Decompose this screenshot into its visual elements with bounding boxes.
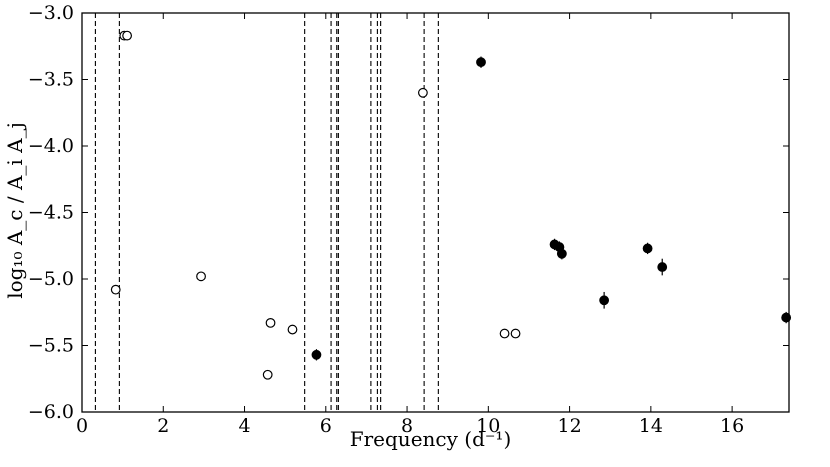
- open-data-point: [499, 328, 510, 339]
- x-tick-label: 8: [401, 415, 413, 437]
- x-tick-label: 16: [720, 415, 744, 437]
- filled-data-point: [311, 349, 322, 360]
- plot-frame: [81, 12, 790, 413]
- y-axis-label: log₁₀ A_c / A_i A_j: [3, 122, 27, 299]
- x-tick-label: 4: [238, 415, 250, 437]
- filled-data-point: [642, 243, 653, 254]
- y-tick-label: −6.0: [28, 401, 74, 423]
- x-tick-label: 14: [639, 415, 663, 437]
- x-tick-label: 6: [320, 415, 332, 437]
- y-tick-labels: −3.0 −3.5 −4.0 −4.5 −5.0 −5.5 −6.0: [28, 2, 74, 423]
- filled-data-point: [599, 295, 610, 306]
- x-tick-label: 10: [476, 415, 500, 437]
- y-tick-label: −3.5: [28, 69, 74, 91]
- y-tick-label: −5.5: [28, 335, 74, 357]
- open-data-point: [265, 317, 276, 328]
- filled-data-point: [657, 262, 668, 272]
- open-data-point: [196, 271, 206, 282]
- filled-data-point: [476, 57, 486, 68]
- vertical-reference-lines: [94, 13, 439, 412]
- x-tick-label: 0: [76, 415, 88, 437]
- x-tick-label: 2: [157, 415, 169, 437]
- axis-ticks: [81, 12, 789, 413]
- open-data-point: [418, 87, 428, 98]
- x-axis-label: Frequency (d⁻¹): [350, 427, 512, 451]
- open-data-point: [262, 369, 273, 380]
- filled-data-point: [556, 248, 567, 259]
- y-tick-label: −5.0: [28, 268, 74, 290]
- filled-data-point: [781, 312, 792, 323]
- y-tick-label: −4.5: [28, 202, 74, 224]
- open-data-point: [510, 328, 521, 339]
- y-tick-label: −4.0: [28, 135, 74, 157]
- y-tick-label: −3.0: [28, 2, 74, 24]
- x-tick-label: 12: [557, 415, 581, 437]
- data-points: [110, 30, 792, 380]
- open-data-point: [110, 284, 121, 295]
- open-data-point: [122, 30, 133, 41]
- open-data-point: [287, 324, 298, 335]
- x-tick-labels: 0 2 4 6 8 10 12 14 16: [76, 415, 744, 437]
